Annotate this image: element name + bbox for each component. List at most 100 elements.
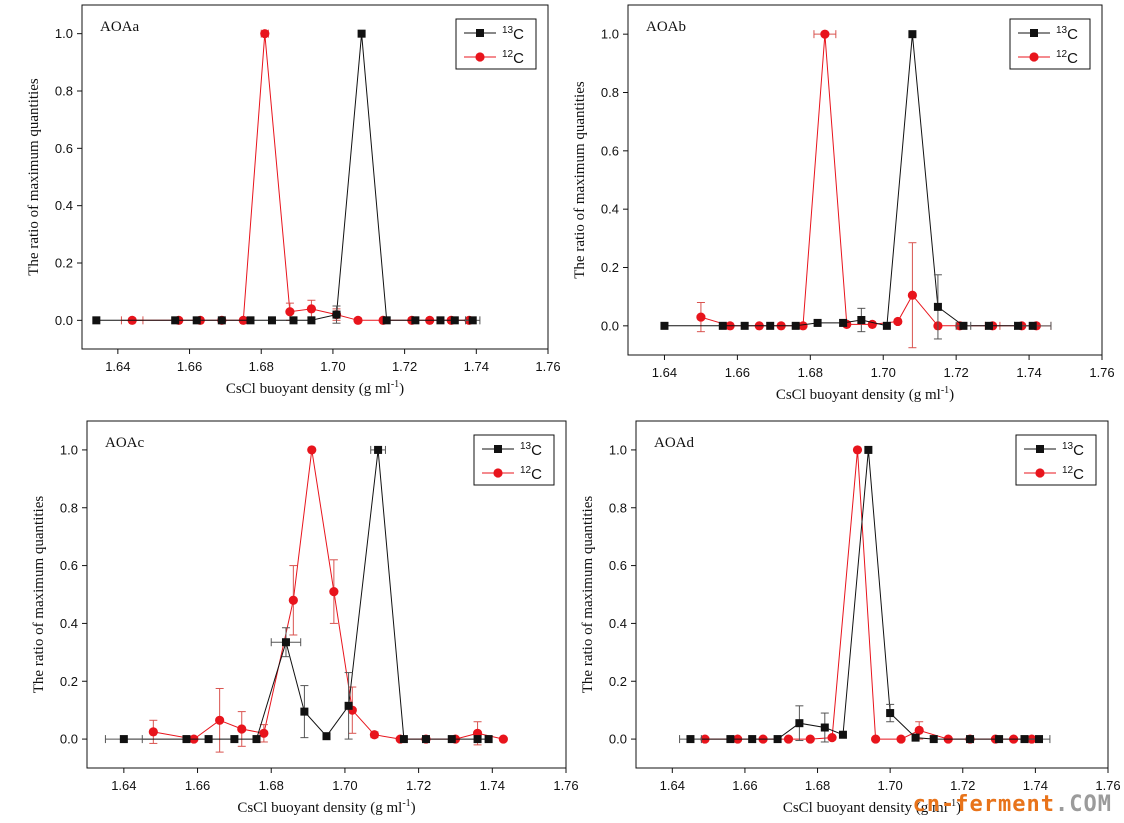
x-tick-label: 1.66: [177, 359, 202, 374]
x-tick-label: 1.64: [111, 778, 136, 793]
data-point-13C: [857, 316, 866, 324]
y-tick-label: 0.6: [55, 141, 73, 156]
series-12C: [700, 445, 1037, 744]
plot-frame: [627, 4, 1103, 356]
legend-label-12C: 12C: [1062, 465, 1084, 483]
data-point-13C: [959, 321, 968, 330]
legend-label-13C: 13C: [502, 25, 524, 43]
x-tick-label: 1.76: [1089, 365, 1114, 380]
data-point-13C: [267, 316, 276, 325]
data-point-13C: [252, 735, 261, 744]
data-point-13C: [929, 735, 938, 744]
data-point-13C: [864, 445, 873, 454]
series-12C: [696, 29, 1052, 349]
data-point-13C: [468, 316, 477, 325]
y-tick-label: 0.2: [55, 256, 73, 271]
x-axis-label: CsCl buoyant density (g ml-1): [237, 798, 415, 816]
data-point-12C: [285, 307, 295, 317]
y-axis-label: The ratio of maximum quantities: [572, 81, 588, 279]
legend-marker-13C: [1036, 445, 1044, 453]
y-tick-label: 0.2: [60, 674, 78, 689]
legend-marker-12C: [1029, 52, 1039, 62]
data-point-13C: [307, 316, 316, 325]
y-tick-label: 0.6: [601, 143, 619, 158]
x-tick-label: 1.64: [660, 778, 685, 793]
data-point-13C: [217, 316, 226, 325]
data-point-13C: [447, 735, 456, 744]
y-tick-label: 1.0: [601, 27, 619, 42]
data-point-13C: [795, 719, 804, 728]
watermark-part2: .COM: [1055, 792, 1112, 817]
data-point-13C: [344, 701, 353, 710]
series-line-12C: [132, 33, 470, 321]
y-tick-label: 0.6: [609, 558, 627, 573]
data-point-13C: [766, 321, 775, 330]
x-tick-label: 1.72: [406, 778, 431, 793]
data-point-13C: [204, 735, 213, 744]
data-point-12C: [805, 734, 815, 744]
legend-box: [1015, 434, 1097, 486]
legend-label-12C: 12C: [502, 49, 524, 67]
plot-frame: [81, 4, 549, 350]
legend-marker-12C: [1035, 468, 1045, 478]
data-point-13C: [230, 735, 239, 744]
legend-marker-13C: [494, 445, 502, 453]
data-point-13C: [1035, 735, 1044, 744]
data-point-13C: [289, 316, 298, 325]
data-point-12C: [696, 312, 706, 322]
data-point-13C: [484, 735, 493, 744]
legend-box: [455, 18, 537, 70]
data-point-13C: [322, 732, 331, 741]
data-point-12C: [288, 595, 298, 605]
chart-panel-1: 1.64 1.66 1.68 1.70 1.72 1.74 1.76 0.0 0.2 0.4 0.6…: [26, 4, 561, 397]
data-point-13C: [1014, 321, 1023, 330]
data-point-13C: [182, 735, 191, 744]
panel-title: AOAb: [646, 19, 686, 35]
data-point-13C: [838, 730, 847, 739]
y-tick-label: 0.2: [601, 260, 619, 275]
data-point-12C: [820, 29, 830, 39]
series-13C: [660, 30, 1052, 340]
data-point-13C: [748, 735, 757, 744]
data-point-13C: [92, 316, 101, 325]
watermark: cn-ferment.COM: [913, 792, 1112, 817]
legend-label-13C: 13C: [1062, 441, 1084, 459]
x-tick-label: 1.66: [732, 778, 757, 793]
data-point-13C: [773, 735, 782, 744]
legend-marker-12C: [475, 52, 485, 62]
data-point-12C: [215, 715, 225, 725]
series-line-12C: [153, 449, 504, 740]
data-point-12C: [893, 316, 903, 327]
x-tick-label: 1.74: [1016, 365, 1041, 380]
legend-label-12C: 12C: [1056, 49, 1078, 67]
data-point-13C: [726, 735, 735, 744]
data-point-12C: [237, 724, 247, 734]
legend-marker-13C: [1030, 29, 1038, 37]
x-tick-label: 1.64: [105, 359, 130, 374]
y-tick-label: 1.0: [60, 442, 78, 457]
data-point-12C: [329, 587, 339, 597]
y-tick-label: 0.0: [601, 318, 619, 333]
data-point-13C: [436, 316, 445, 325]
series-line-13C: [690, 449, 1039, 740]
y-tick-label: 0.8: [609, 500, 627, 515]
x-tick-label: 1.74: [464, 359, 489, 374]
x-tick-label: 1.72: [950, 778, 975, 793]
data-point-13C: [192, 316, 201, 325]
series-12C: [120, 29, 474, 325]
y-axis-label: The ratio of maximum quantities: [31, 496, 47, 694]
x-tick-label: 1.74: [480, 778, 505, 793]
data-point-12C: [867, 319, 877, 329]
x-tick-label: 1.70: [877, 778, 902, 793]
panel-title: AOAa: [100, 19, 139, 35]
x-tick-label: 1.76: [535, 359, 560, 374]
data-point-12C: [260, 29, 270, 39]
series-line-13C: [96, 33, 473, 321]
watermark-part1: cn-ferment: [912, 792, 1056, 817]
data-point-13C: [374, 445, 383, 454]
x-axis-label: CsCl buoyant density (g ml-1): [783, 798, 961, 816]
y-tick-label: 0.0: [60, 732, 78, 747]
legend-label-12C: 12C: [520, 465, 542, 483]
y-tick-label: 0.8: [601, 85, 619, 100]
